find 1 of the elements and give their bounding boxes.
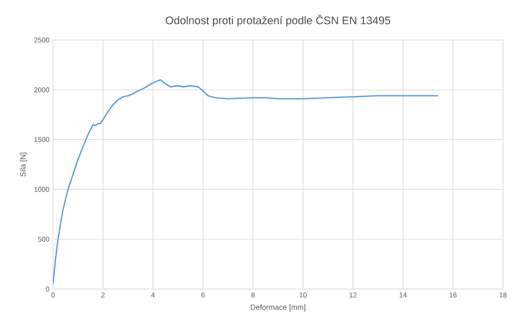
chart-title: Odolnost proti protažení podle ČSN EN 13495 [166,14,390,26]
